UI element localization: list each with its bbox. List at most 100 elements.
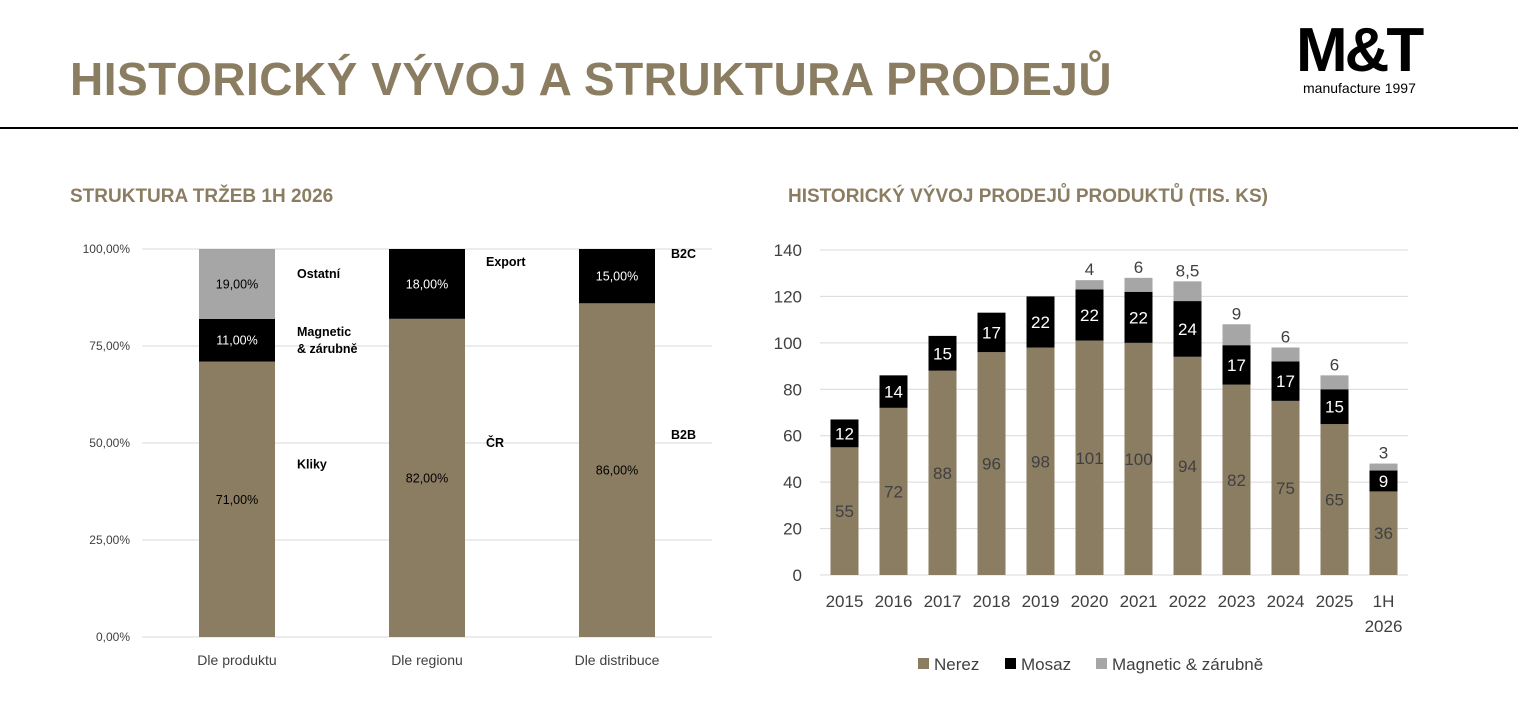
y-tick-label: 40 [783,473,802,492]
data-label: 24 [1178,320,1197,339]
legend-swatch [1005,658,1016,669]
bar-segment [389,318,465,637]
legend-swatch [918,658,929,669]
bar-segment [928,335,957,371]
bar-segment [1222,384,1251,575]
x-tick-label: 2025 [1316,592,1354,611]
y-tick-label: 120 [774,287,802,306]
y-tick-label: 0 [793,566,802,585]
page-title: HISTORICKÝ VÝVOJ A STRUKTURA PRODEJŮ [70,53,1113,105]
bar-segment [830,419,859,448]
data-label: 36 [1374,524,1393,543]
bar-segment [579,303,655,637]
x-tick-label: 2026 [1365,617,1403,636]
data-label: 72 [884,482,903,501]
x-tick-label: 2023 [1218,592,1256,611]
data-label: 82,00% [406,471,448,485]
data-label: 100 [1124,450,1152,469]
x-tick-label: 2024 [1267,592,1305,611]
data-label: 11,00% [216,334,257,348]
bar-segment [1173,301,1202,357]
y-tick-label: 20 [783,520,802,539]
y-tick-label: 80 [783,380,802,399]
bar-segment [879,407,908,575]
data-label: 65 [1325,491,1344,510]
x-tick-label: Dle distribuce [575,652,660,668]
data-label: 19,00% [216,277,258,291]
legend-label: Magnetic & zárubně [1112,655,1263,674]
data-label: 101 [1075,449,1103,468]
x-tick-label: 2016 [875,592,913,611]
legend-label: Nerez [934,655,979,674]
x-tick-label: 2018 [973,592,1011,611]
bar-segment [1222,345,1251,385]
data-label: 17 [1276,372,1295,391]
data-label: 82 [1227,471,1246,490]
company-logo: M&T manufacture 1997 [1296,20,1438,102]
bar-segment [1173,281,1202,302]
bar-segment [1271,400,1300,575]
data-label: 15,00% [596,270,638,284]
bar-segment [1075,280,1104,290]
data-label: 55 [835,502,854,521]
bar-segment [199,361,275,637]
x-tick-label: 2017 [924,592,962,611]
bar-segment [830,447,859,575]
bar-segment [1026,296,1055,348]
segment-name-label: B2B [671,428,696,442]
segment-name-label: Ostatní [297,267,341,281]
bar-segment [1369,491,1398,575]
bar-segment [389,249,465,319]
data-label: 3 [1379,444,1388,463]
segment-name-label: Kliky [297,457,327,471]
x-tick-label: 2015 [826,592,864,611]
data-label: 9 [1379,472,1388,491]
x-tick-label: 2021 [1120,592,1158,611]
bar-segment [1271,347,1300,362]
data-label: 88 [933,464,952,483]
data-label: 75 [1276,479,1295,498]
bar-segment [1124,277,1153,292]
bar-segment [1271,361,1300,401]
data-label: 14 [884,383,903,402]
bar-segment [977,312,1006,353]
data-label: 9 [1232,304,1241,323]
data-label: 71,00% [216,493,258,507]
y-tick-label: 100,00% [83,242,131,256]
structure-chart-title: STRUKTURA TRŽEB 1H 2026 [70,186,334,207]
bar-segment [1075,289,1104,341]
x-tick-label: 1H [1373,592,1395,611]
segment-name-label: & zárubně [297,342,357,356]
segment-name-label: Magnetic [297,325,351,339]
data-label: 6 [1134,258,1143,277]
data-label: 6 [1281,328,1290,347]
y-tick-label: 25,00% [89,533,130,547]
bar-segment [879,375,908,408]
data-label: 94 [1178,457,1197,476]
history-chart-title: HISTORICKÝ VÝVOJ PRODEJŮ PRODUKTŮ (TIS. … [788,186,1268,207]
data-label: 12 [835,424,854,443]
data-label: 98 [1031,452,1050,471]
data-label: 17 [982,323,1001,342]
y-tick-label: 100 [774,334,802,353]
bar-segment [1369,463,1398,471]
data-label: 22 [1080,306,1099,325]
bar-segment [1124,291,1153,343]
segment-name-label: B2C [671,247,696,261]
x-tick-label: 2022 [1169,592,1207,611]
data-label: 4 [1085,260,1094,279]
bar-segment [928,370,957,575]
data-label: 17 [1227,356,1246,375]
bar-segment [1026,347,1055,575]
y-tick-label: 140 [774,241,802,260]
bar-segment [1173,356,1202,575]
data-label: 86,00% [596,464,638,478]
bar-segment [199,249,275,319]
y-tick-label: 60 [783,427,802,446]
data-label: 6 [1330,355,1339,374]
y-tick-label: 50,00% [89,436,130,450]
data-label: 15 [1325,398,1344,417]
segment-name-label: ČR [486,435,504,450]
